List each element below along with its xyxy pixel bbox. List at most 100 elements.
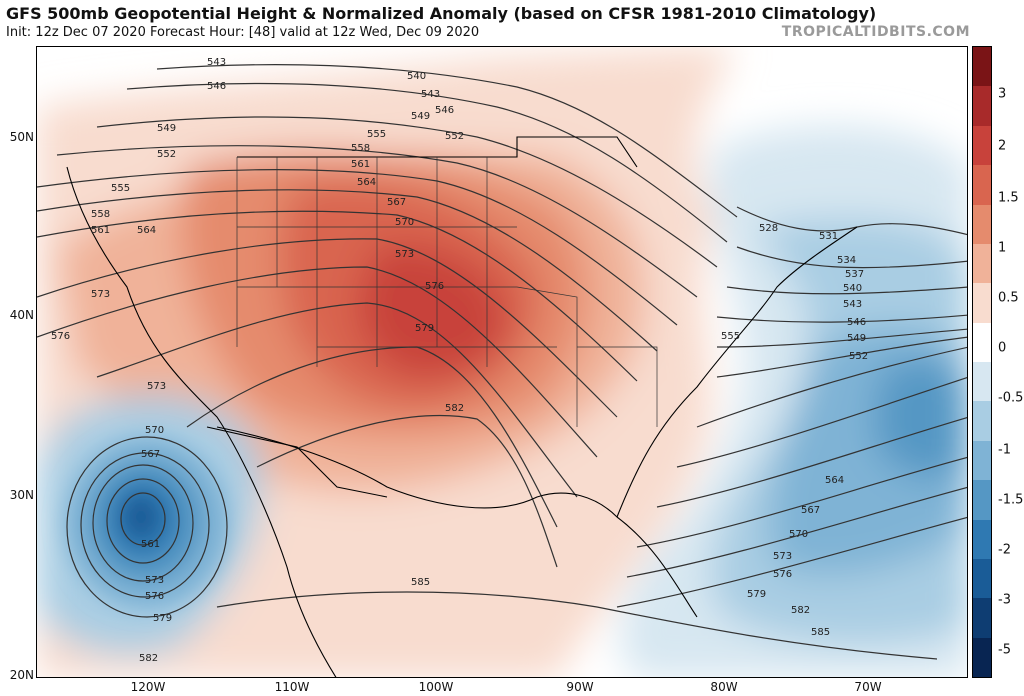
contour-label: 552 xyxy=(849,351,868,362)
contour-label: 558 xyxy=(91,209,110,220)
colorbar-segment xyxy=(973,362,991,402)
colorbar-segment xyxy=(973,47,991,87)
contour-label: 564 xyxy=(137,225,156,236)
contour-label: 552 xyxy=(445,131,464,142)
contour-label: 564 xyxy=(825,475,844,486)
colorbar-segment xyxy=(973,283,991,323)
gulf-coastline xyxy=(216,426,698,618)
contour-line xyxy=(676,377,967,468)
colorbar-segment xyxy=(973,519,991,559)
contour-label: 543 xyxy=(843,299,862,310)
lon-label-80w: 80W xyxy=(710,680,738,694)
lon-label-70w: 70W xyxy=(854,680,882,694)
contour-label: 570 xyxy=(789,529,808,540)
contour-line xyxy=(37,189,658,352)
map-panel: 543 546 549 552 555 558 561 564 573 576 … xyxy=(36,46,968,678)
contour-label: 546 xyxy=(847,317,866,328)
low-contour xyxy=(92,464,194,582)
contour-label: 549 xyxy=(157,123,176,134)
contour-label: 576 xyxy=(51,331,70,342)
contour-line xyxy=(96,302,578,498)
colorbar-segment xyxy=(973,165,991,205)
contour-label: 573 xyxy=(91,289,110,300)
colorbar-segment xyxy=(973,322,991,362)
contour-label: 567 xyxy=(387,197,406,208)
contour-label: 573 xyxy=(147,381,166,392)
contour-label: 540 xyxy=(407,71,426,82)
contour-label: 579 xyxy=(153,613,172,624)
colorbar-segment xyxy=(973,401,991,441)
contour-line xyxy=(37,266,598,458)
contour-label: 576 xyxy=(773,569,792,580)
low-center-fill xyxy=(65,437,229,609)
lon-label-110w: 110W xyxy=(274,680,310,694)
contour-label: 534 xyxy=(837,255,856,266)
contour-label: 546 xyxy=(435,105,454,116)
colorbar-segment xyxy=(973,598,991,638)
low-contour xyxy=(66,436,228,618)
map-title: GFS 500mb Geopotential Height & Normaliz… xyxy=(6,4,877,23)
colorbar-tick: 0 xyxy=(998,340,1007,356)
contour-line xyxy=(636,456,967,548)
contour-label: 579 xyxy=(415,323,434,334)
colorbar-tick: -5 xyxy=(998,642,1011,658)
colorbar-tick: 2 xyxy=(998,138,1007,154)
contour-line xyxy=(37,210,638,382)
lon-label-100w: 100W xyxy=(418,680,454,694)
colorbar-segment xyxy=(973,86,991,126)
contour-label: 555 xyxy=(721,331,740,342)
contour-label: 555 xyxy=(111,183,130,194)
colorbar-segment xyxy=(973,243,991,284)
us-canada-border xyxy=(237,136,638,168)
colorbar-tick: 0.5 xyxy=(998,290,1019,306)
map-subtitle: Init: 12z Dec 07 2020 Forecast Hour: [48… xyxy=(6,25,480,40)
colorbar-tick: -1 xyxy=(998,442,1011,458)
colorbar-segment xyxy=(973,480,991,520)
lon-label-120w: 120W xyxy=(130,680,166,694)
contour-label: 567 xyxy=(141,449,160,460)
contour-line xyxy=(156,64,738,218)
contour-label: 552 xyxy=(157,149,176,160)
low-contour xyxy=(120,492,166,546)
contour-label: 570 xyxy=(395,217,414,228)
us-mexico-border xyxy=(206,426,388,498)
contour-label: 573 xyxy=(145,575,164,586)
contour-label: 540 xyxy=(843,283,862,294)
colorbar-tick: -0.5 xyxy=(998,390,1024,406)
contour-line xyxy=(696,346,967,428)
contour-label: 549 xyxy=(411,111,430,122)
contour-label: 564 xyxy=(357,177,376,188)
contour-label: 585 xyxy=(411,577,430,588)
colorbar-segment xyxy=(973,125,991,166)
contour-line xyxy=(716,314,967,323)
lon-label-90w: 90W xyxy=(566,680,594,694)
contour-line xyxy=(736,246,967,269)
colorbar-tick: -1.5 xyxy=(998,492,1024,508)
contour-label: 576 xyxy=(425,281,444,292)
colorbar-tick: 1 xyxy=(998,240,1007,256)
contour-label: 531 xyxy=(819,231,838,242)
lat-label-30n: 30N xyxy=(9,488,34,502)
lat-label-40n: 40N xyxy=(9,308,34,322)
contour-line xyxy=(716,336,967,378)
low-contour xyxy=(80,452,210,598)
contour-line xyxy=(626,486,967,578)
colorbar-tick: 3 xyxy=(998,86,1007,102)
contour-line xyxy=(656,416,967,508)
contour-label: 576 xyxy=(145,591,164,602)
contour-label: 549 xyxy=(847,333,866,344)
contour-line xyxy=(716,328,967,348)
east-coastline xyxy=(616,226,858,518)
contour-label: 582 xyxy=(139,653,158,664)
contour-label: 573 xyxy=(395,249,414,260)
anomaly-map: 543 546 549 552 555 558 561 564 573 576 … xyxy=(37,47,967,677)
state-borders xyxy=(236,157,658,427)
contour-label: 555 xyxy=(367,129,386,140)
contour-label: 528 xyxy=(759,223,778,234)
colorbar-segment xyxy=(973,204,991,244)
contour-label: 546 xyxy=(207,81,226,92)
colorbar-tick: -2 xyxy=(998,542,1011,558)
contour-line xyxy=(96,116,718,268)
contour-line xyxy=(126,82,728,243)
contour-label: 579 xyxy=(747,589,766,600)
